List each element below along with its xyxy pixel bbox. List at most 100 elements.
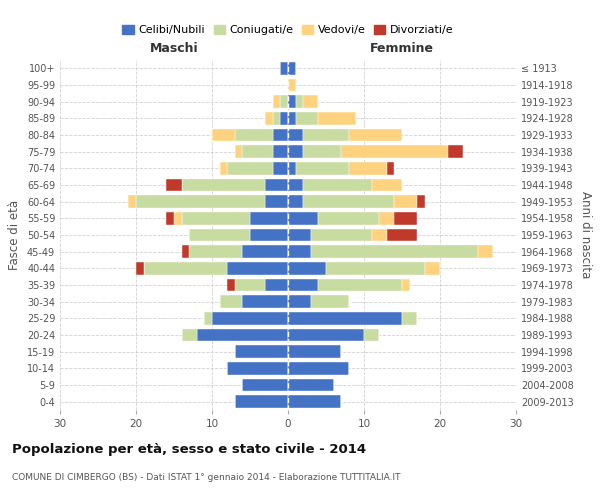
Y-axis label: Anni di nascita: Anni di nascita [579, 192, 592, 278]
Text: Maschi: Maschi [149, 42, 199, 55]
Bar [174, 212, 182, 224]
Bar [288, 196, 303, 208]
Bar [189, 229, 250, 241]
Bar [265, 179, 288, 192]
Bar [303, 129, 349, 141]
Bar [288, 62, 296, 74]
Bar [379, 212, 394, 224]
Bar [311, 296, 349, 308]
Bar [250, 212, 288, 224]
Bar [417, 196, 425, 208]
Bar [265, 196, 288, 208]
Bar [394, 212, 417, 224]
Bar [273, 96, 280, 108]
Bar [288, 146, 303, 158]
Bar [303, 196, 394, 208]
Bar [273, 162, 288, 174]
Bar [212, 129, 235, 141]
Bar [311, 246, 478, 258]
Bar [288, 229, 311, 241]
Bar [319, 112, 356, 124]
Bar [166, 212, 174, 224]
Bar [288, 112, 296, 124]
Bar [371, 229, 387, 241]
Bar [227, 162, 273, 174]
Bar [319, 212, 379, 224]
Legend: Celibi/Nubili, Coniugati/e, Vedovi/e, Divorziati/e: Celibi/Nubili, Coniugati/e, Vedovi/e, Di… [118, 20, 458, 40]
Bar [242, 296, 288, 308]
Bar [189, 246, 242, 258]
Bar [425, 262, 440, 274]
Bar [288, 212, 319, 224]
Bar [288, 179, 303, 192]
Bar [212, 312, 288, 324]
Bar [387, 229, 417, 241]
Bar [288, 379, 334, 391]
Bar [197, 329, 288, 341]
Bar [288, 162, 296, 174]
Bar [242, 246, 288, 258]
Bar [182, 246, 189, 258]
Bar [235, 396, 288, 408]
Bar [288, 312, 402, 324]
Bar [349, 162, 387, 174]
Bar [288, 346, 341, 358]
Bar [288, 279, 319, 291]
Bar [227, 279, 235, 291]
Bar [128, 196, 136, 208]
Bar [166, 179, 182, 192]
Bar [136, 196, 265, 208]
Text: COMUNE DI CIMBERGO (BS) - Dati ISTAT 1° gennaio 2014 - Elaborazione TUTTITALIA.I: COMUNE DI CIMBERGO (BS) - Dati ISTAT 1° … [12, 472, 401, 482]
Text: Femmine: Femmine [370, 42, 434, 55]
Bar [250, 229, 288, 241]
Bar [273, 146, 288, 158]
Bar [288, 96, 296, 108]
Bar [136, 262, 143, 274]
Bar [311, 229, 371, 241]
Bar [227, 262, 288, 274]
Bar [220, 296, 242, 308]
Bar [182, 212, 250, 224]
Bar [296, 96, 303, 108]
Bar [288, 246, 311, 258]
Bar [235, 129, 273, 141]
Bar [242, 379, 288, 391]
Y-axis label: Fasce di età: Fasce di età [8, 200, 21, 270]
Bar [273, 112, 280, 124]
Bar [265, 112, 273, 124]
Bar [296, 162, 349, 174]
Bar [364, 329, 379, 341]
Bar [182, 179, 265, 192]
Bar [288, 296, 311, 308]
Bar [394, 196, 417, 208]
Bar [303, 96, 319, 108]
Bar [303, 179, 371, 192]
Bar [242, 146, 273, 158]
Bar [478, 246, 493, 258]
Bar [319, 279, 402, 291]
Bar [182, 329, 197, 341]
Bar [288, 129, 303, 141]
Bar [387, 162, 394, 174]
Bar [143, 262, 227, 274]
Bar [235, 279, 265, 291]
Bar [288, 262, 326, 274]
Bar [235, 146, 242, 158]
Bar [448, 146, 463, 158]
Bar [280, 112, 288, 124]
Bar [341, 146, 448, 158]
Bar [227, 362, 288, 374]
Bar [288, 329, 364, 341]
Bar [280, 96, 288, 108]
Bar [288, 362, 349, 374]
Bar [288, 396, 341, 408]
Bar [402, 312, 417, 324]
Bar [220, 162, 227, 174]
Bar [402, 279, 410, 291]
Bar [205, 312, 212, 324]
Bar [326, 262, 425, 274]
Bar [349, 129, 402, 141]
Bar [296, 112, 319, 124]
Bar [265, 279, 288, 291]
Bar [288, 79, 296, 92]
